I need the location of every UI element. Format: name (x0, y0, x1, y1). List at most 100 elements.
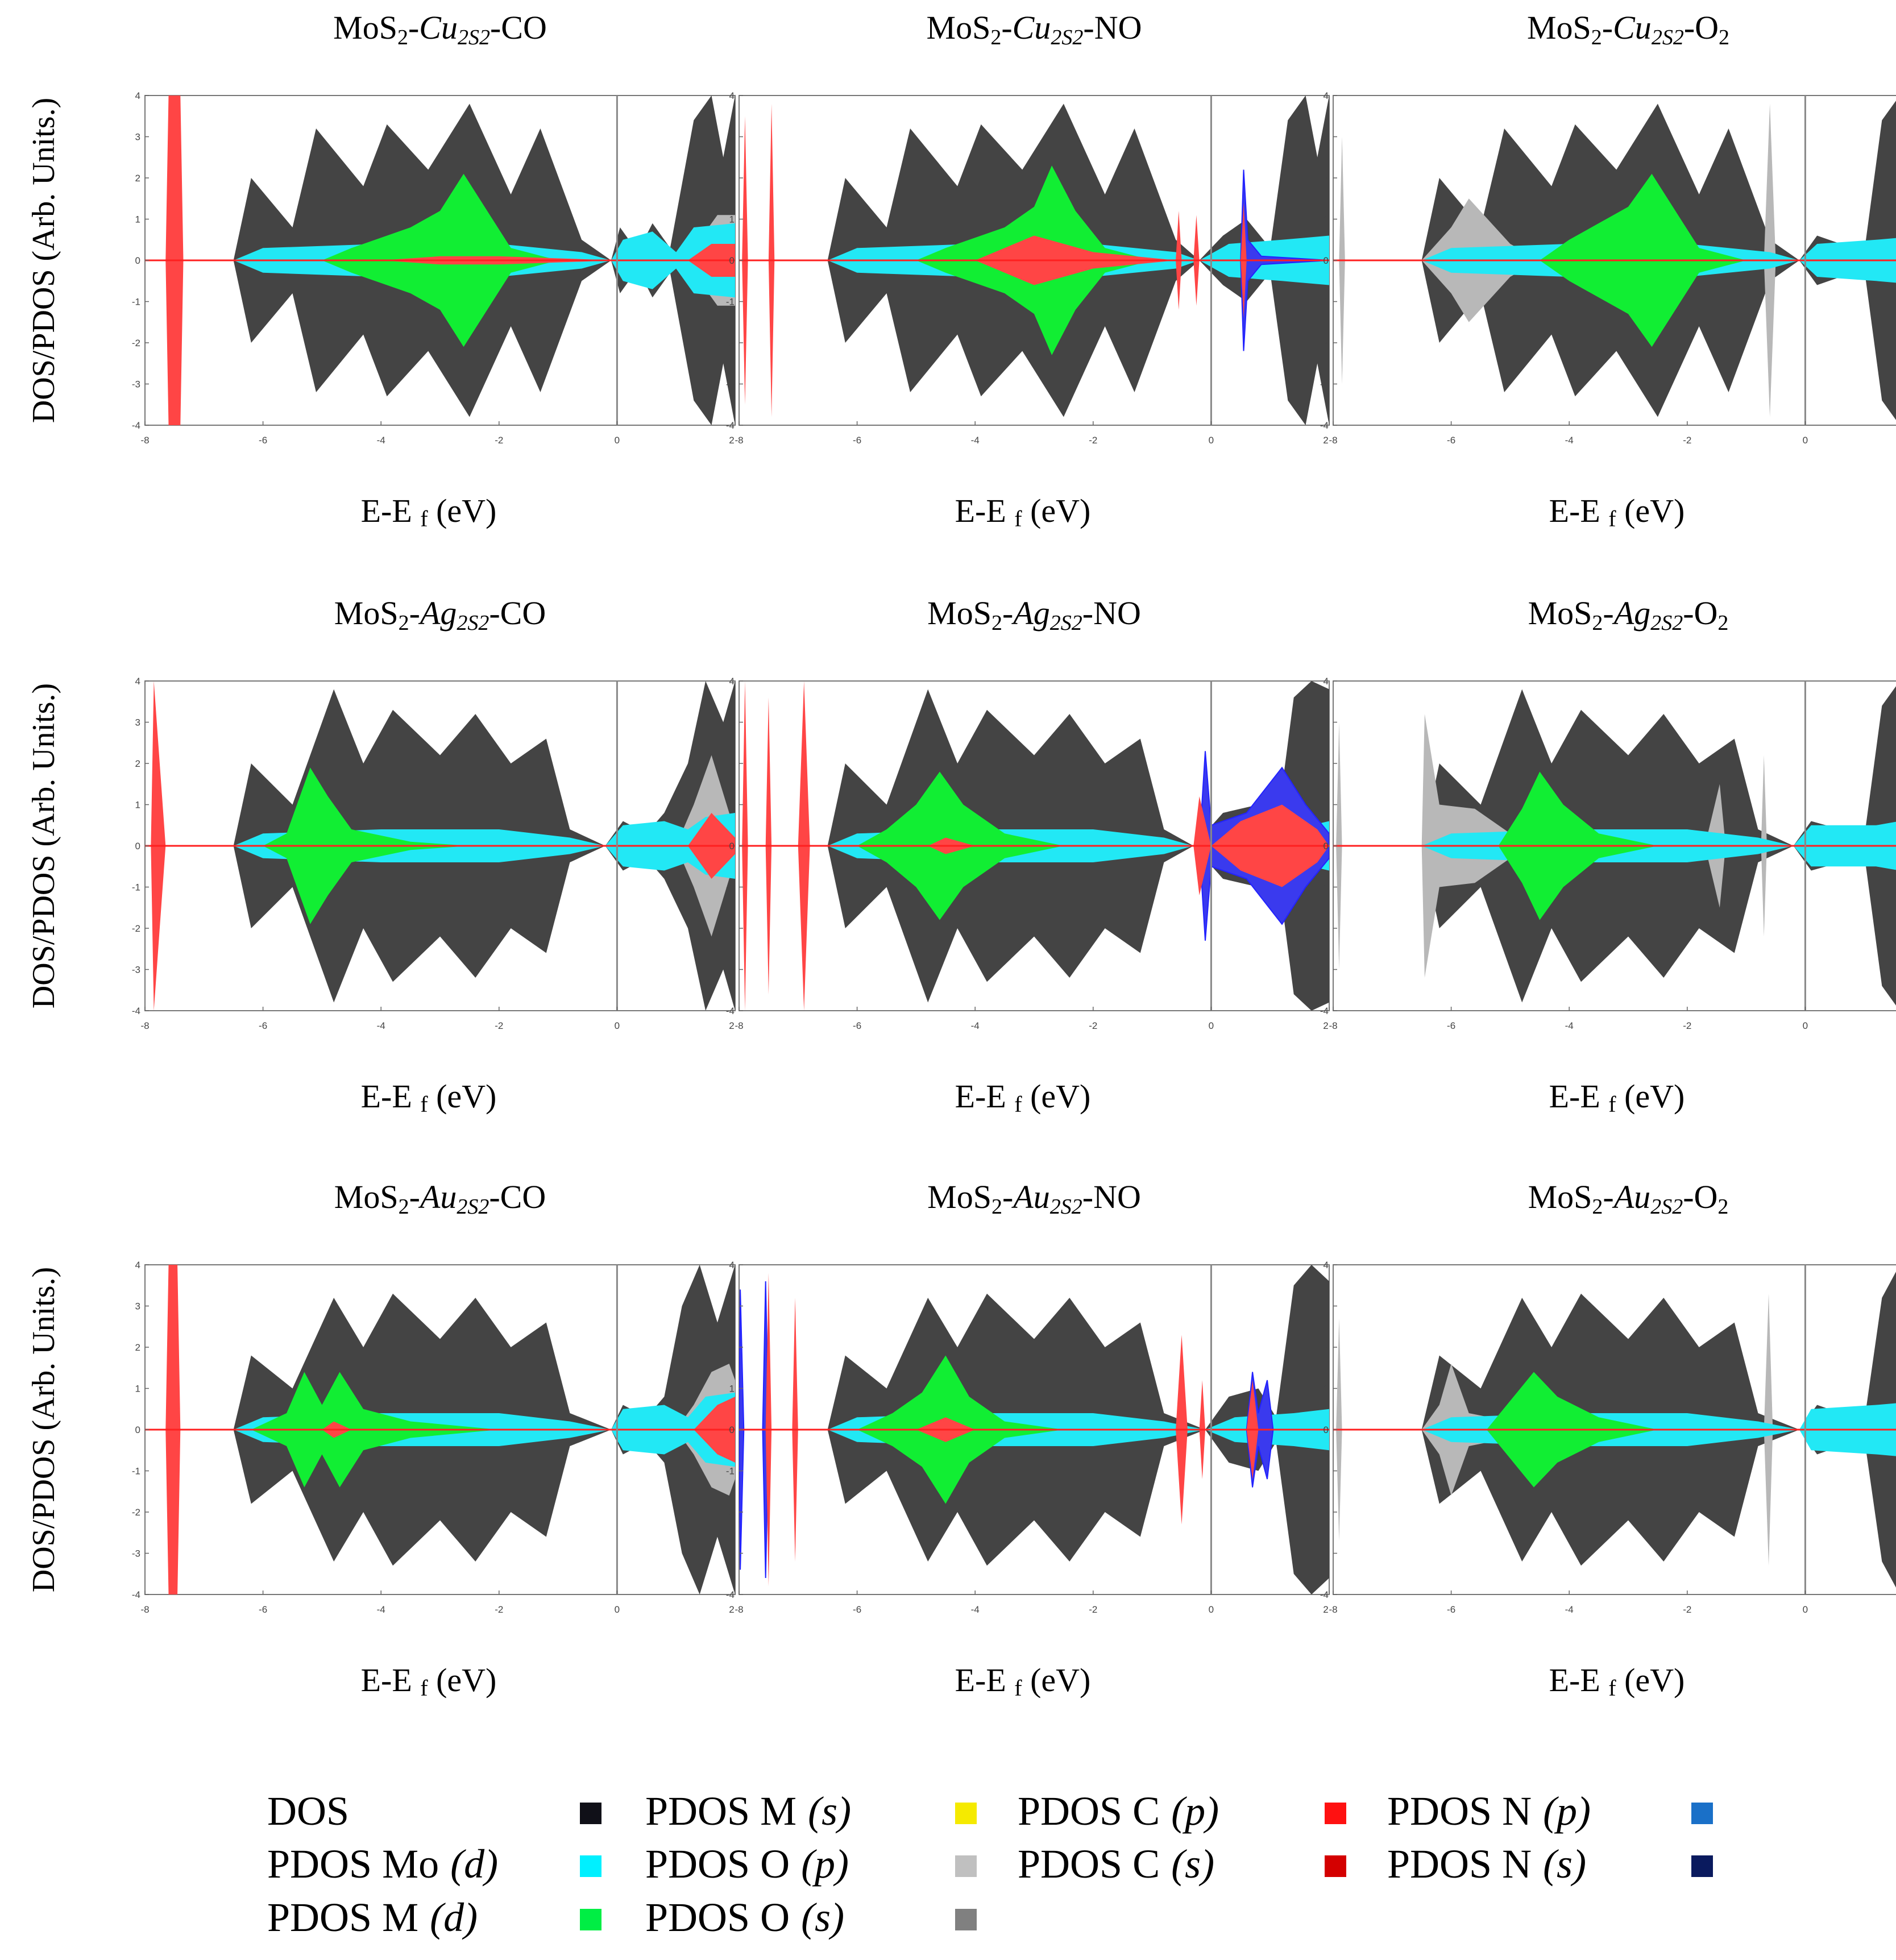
x-tick-label: -6 (853, 1604, 861, 1615)
x-tick-label: 2 (729, 435, 734, 446)
y-tick-label: 3 (729, 1301, 735, 1312)
x-tick-label: -4 (1565, 1604, 1574, 1615)
panel-title: MoS2-Cu2S2-CO (333, 9, 547, 49)
x-tick-label: 2 (729, 1604, 734, 1615)
y-tick-label: 1 (135, 1384, 140, 1394)
y-tick-label: -4 (726, 1589, 735, 1600)
y-axis-labels: DOS/PDOS (Arb. Units.) DOS/PDOS (Arb. Uni… (26, 98, 61, 1593)
y-tick-label: -2 (1320, 338, 1329, 348)
y-tick-label: 0 (729, 255, 735, 266)
y-tick-label: -2 (132, 338, 140, 348)
x-tick-label: -4 (377, 1604, 385, 1615)
y-tick-label: -2 (726, 338, 735, 348)
y-tick-label: 4 (135, 676, 140, 687)
y-axis-label: DOS/PDOS (Arb. Units.) (26, 1267, 61, 1593)
y-tick-label: 1 (729, 800, 735, 811)
y-tick-label: -2 (132, 923, 140, 934)
y-tick-label: -3 (1320, 379, 1329, 390)
dos-panel-1: -4 -3 -2 -1 0 1 2 3 4 -8 -6 -4 -2 0 2 MoS2-Cu2S2-CO E-E … (132, 9, 736, 531)
series-pdos-c-p (739, 1273, 1329, 1587)
x-tick-label: -8 (140, 1604, 149, 1615)
plot-area (1333, 101, 1896, 420)
legend: DOS PDOS M (s) PDOS C (p) PDOS N (p) PDOS Mo (d)… (267, 1788, 1713, 1940)
x-tick-label: -6 (1447, 435, 1455, 446)
y-tick-label: -4 (132, 1006, 140, 1016)
y-tick-label: 3 (135, 132, 140, 143)
legend-item: PDOS O (s) (645, 1895, 977, 1940)
legend-label: PDOS C (p) (1018, 1788, 1219, 1834)
x-tick-label: 0 (615, 435, 620, 446)
y-tick-label: 0 (135, 255, 140, 266)
panel-title: MoS2-Ag2S2-NO (927, 595, 1141, 635)
y-tick-label: 3 (1324, 1301, 1329, 1312)
y-tick-label: -4 (726, 1006, 735, 1016)
x-tick-label: -4 (377, 435, 385, 446)
y-tick-label: 4 (729, 676, 735, 687)
legend-item: PDOS M (s) (645, 1788, 977, 1834)
dos-panel-6: -4 -3 -2 -1 0 1 2 3 4 -8 -6 -4 -2 0 2 MoS2-Ag2S2-O2 E-E … (1320, 595, 1896, 1117)
x-tick-label: -4 (971, 1020, 980, 1031)
dos-panel-3: -4 -3 -2 -1 0 1 2 3 4 -8 -6 -4 -2 0 2 MoS2-Cu2S2-O2 E-E … (1320, 9, 1896, 531)
x-tick-label: -4 (971, 1604, 980, 1615)
plot-area (1333, 686, 1896, 1006)
panel-title: MoS2-Au2S2-CO (334, 1178, 546, 1219)
y-tick-label: 1 (1324, 800, 1329, 811)
x-tick-label: -6 (853, 1020, 861, 1031)
x-tick-label: -4 (1565, 435, 1574, 446)
legend-swatch (580, 1803, 601, 1824)
y-tick-label: -4 (132, 420, 140, 431)
y-tick-label: 2 (729, 173, 735, 184)
legend-swatch (955, 1803, 977, 1824)
y-tick-label: -3 (726, 965, 735, 975)
series-pdos-m-d (1333, 173, 1746, 347)
y-tick-label: 4 (1324, 676, 1329, 687)
x-tick-label: 2 (1323, 1604, 1328, 1615)
y-axis-label: DOS/PDOS (Arb. Units.) (26, 683, 61, 1009)
legend-swatch (580, 1855, 601, 1877)
y-tick-label: -3 (132, 379, 140, 390)
y-tick-label: 0 (1324, 1425, 1329, 1435)
y-tick-label: 1 (1324, 1384, 1329, 1394)
x-tick-label: 0 (1209, 1604, 1214, 1615)
y-tick-label: -4 (1320, 420, 1329, 431)
x-axis-label: E-E f (eV) (361, 1078, 497, 1117)
legend-label: PDOS M (d) (267, 1895, 478, 1940)
x-tick-label: -6 (259, 1604, 267, 1615)
y-tick-label: -1 (726, 297, 735, 308)
dos-panel-2: -4 -3 -2 -1 0 1 2 3 4 -8 -6 -4 -2 0 2 MoS2-Cu2S2-NO E-E … (726, 9, 1330, 531)
y-tick-label: 1 (1324, 214, 1329, 225)
dos-panel-9: -4 -3 -2 -1 0 1 2 3 4 -8 -6 -4 -2 0 2 MoS2-Au2S2-O2 E-E … (1320, 1178, 1896, 1701)
legend-swatch (580, 1909, 601, 1930)
plot-area (145, 1265, 735, 1594)
panel-title: MoS2-Ag2S2-O2 (1528, 595, 1729, 635)
x-axis-label: E-E f (eV) (361, 492, 497, 531)
y-tick-label: -4 (1320, 1589, 1329, 1600)
y-tick-label: -3 (132, 1548, 140, 1559)
y-tick-label: -4 (1320, 1006, 1329, 1016)
legend-label: PDOS O (p) (645, 1841, 849, 1887)
panel-title: MoS2-Au2S2-NO (927, 1178, 1141, 1219)
y-tick-label: 3 (1324, 132, 1329, 143)
x-tick-label: -4 (971, 435, 980, 446)
legend-item: PDOS C (s) (1018, 1841, 1346, 1887)
plot-area (145, 681, 735, 1011)
y-tick-label: 3 (729, 132, 735, 143)
x-tick-label: -8 (735, 435, 743, 446)
dos-panel-8: -4 -3 -2 -1 0 1 2 3 4 -8 -6 -4 -2 0 2 MoS2-Au2S2-NO E-E … (726, 1178, 1330, 1701)
y-tick-label: 1 (729, 214, 735, 225)
y-tick-label: -1 (726, 882, 735, 893)
y-tick-label: 2 (135, 1342, 140, 1353)
x-tick-label: -8 (140, 435, 149, 446)
x-tick-label: 0 (1803, 1020, 1808, 1031)
x-tick-label: 0 (1803, 1604, 1808, 1615)
y-tick-label: 0 (1324, 255, 1329, 266)
panel-title: MoS2-Cu2S2-O2 (1527, 9, 1729, 49)
y-tick-label: 0 (729, 1425, 735, 1435)
x-tick-label: -6 (1447, 1020, 1455, 1031)
y-tick-label: 0 (135, 841, 140, 852)
panel-title: MoS2-Cu2S2-NO (927, 9, 1142, 49)
legend-label: PDOS M (s) (645, 1788, 851, 1834)
legend-label: PDOS O (s) (645, 1895, 844, 1940)
y-tick-label: -1 (1320, 882, 1329, 893)
